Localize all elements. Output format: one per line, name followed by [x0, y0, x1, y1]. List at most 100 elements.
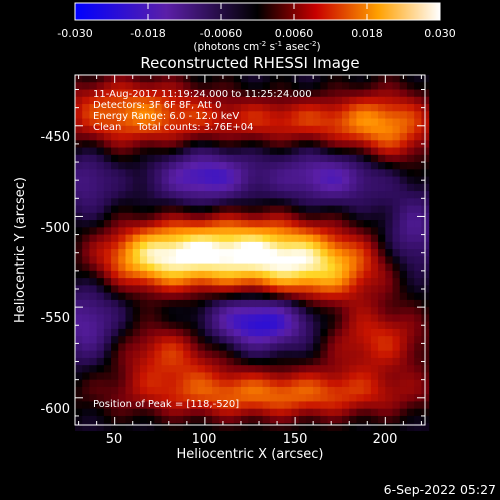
heatmap-cell [284, 154, 293, 163]
heatmap-cell [248, 133, 257, 141]
heatmap-cell [248, 263, 257, 272]
heatmap-cell [226, 401, 235, 410]
heatmap-cell [212, 111, 220, 120]
heatmap-cell [183, 125, 192, 134]
heatmap-cell [313, 408, 321, 417]
heatmap-cell [168, 423, 177, 432]
heatmap-cell [118, 125, 127, 134]
heatmap-cell [240, 285, 249, 294]
heatmap-cell [132, 350, 141, 359]
heatmap-cell [356, 270, 365, 279]
heatmap-cell [168, 314, 177, 323]
heatmap-cell [197, 212, 206, 221]
heatmap-cell [111, 292, 119, 301]
heatmap-cell [132, 154, 141, 163]
heatmap-cell [96, 292, 105, 301]
heatmap-cell [356, 357, 365, 366]
heatmap-cell [255, 365, 264, 374]
heatmap-cell [414, 415, 422, 424]
heatmap-cell [291, 162, 300, 170]
heatmap-cell [414, 314, 422, 323]
heatmap-cell [305, 379, 314, 388]
heatmap-cell [197, 386, 206, 395]
heatmap-cell [176, 125, 184, 134]
heatmap-cell [176, 328, 184, 337]
heatmap-cell [212, 118, 220, 127]
heatmap-cell [298, 176, 307, 185]
heatmap-cell [212, 140, 220, 149]
heatmap-cell [305, 241, 314, 250]
heatmap-cell [327, 278, 336, 286]
heatmap-cell [161, 394, 170, 403]
heatmap-cell [240, 292, 249, 301]
heatmap-cell [414, 154, 422, 163]
heatmap-cell [240, 176, 249, 185]
heatmap-cell [370, 111, 379, 120]
heatmap-cell [204, 176, 213, 185]
heatmap-cell [75, 220, 83, 228]
heatmap-cell [356, 343, 365, 352]
heatmap-cell [147, 408, 155, 417]
heatmap-cell [370, 162, 379, 170]
heatmap-cell [226, 118, 235, 127]
heatmap-cell [334, 212, 343, 221]
heatmap-cell [385, 263, 394, 272]
heatmap-cell [89, 328, 98, 337]
heatmap-cell [284, 205, 293, 214]
heatmap-cell [212, 372, 220, 381]
heatmap-cell [89, 169, 98, 178]
heatmap-cell [356, 75, 365, 83]
heatmap-cell [233, 314, 242, 323]
heatmap-cell [298, 234, 307, 243]
heatmap-cell [356, 191, 365, 199]
heatmap-cell [219, 408, 228, 417]
heatmap-cell [183, 299, 192, 308]
heatmap-cell [103, 321, 112, 330]
heatmap-cell [385, 234, 394, 243]
heatmap-cell [89, 372, 98, 381]
heatmap-cell [406, 234, 415, 243]
heatmap-cell [168, 220, 177, 228]
heatmap-cell [139, 183, 148, 192]
heatmap-cell [183, 96, 192, 105]
heatmap-cell [291, 125, 300, 134]
heatmap-cell [269, 220, 278, 228]
heatmap-cell [255, 408, 264, 417]
heatmap-cell [176, 299, 184, 308]
heatmap-cell [139, 350, 148, 359]
heatmap-cell [197, 96, 206, 105]
heatmap-cell [320, 328, 329, 337]
heatmap-cell [125, 299, 134, 308]
heatmap-cell [89, 321, 98, 330]
heatmap-cell [313, 162, 321, 170]
heatmap-cell [125, 198, 134, 207]
heatmap-cell [168, 299, 177, 308]
heatmap-cell [291, 227, 300, 236]
heatmap-cell [356, 220, 365, 228]
heatmap-cell [240, 278, 249, 286]
heatmap-cell [370, 336, 379, 344]
heatmap-cell [147, 198, 155, 207]
heatmap-cell [204, 386, 213, 395]
heatmap-cell [342, 394, 350, 403]
heatmap-cell [385, 328, 394, 337]
heatmap-cell [414, 249, 422, 257]
heatmap-cell [378, 386, 386, 395]
heatmap-cell [89, 292, 98, 301]
heatmap-cell [190, 350, 199, 359]
heatmap-cell [139, 372, 148, 381]
heatmap-cell [385, 147, 394, 156]
heatmap-cell [82, 408, 91, 417]
heatmap-cell [176, 162, 184, 170]
heatmap-cell [89, 198, 98, 207]
heatmap-cell [183, 343, 192, 352]
heatmap-cell [233, 415, 242, 424]
heatmap-cell [370, 191, 379, 199]
heatmap-cell [298, 82, 307, 91]
heatmap-cell [82, 154, 91, 163]
heatmap-cell [284, 408, 293, 417]
heatmap-cell [168, 111, 177, 120]
heatmap-cell [204, 104, 213, 112]
heatmap-cell [183, 234, 192, 243]
heatmap-cell [118, 386, 127, 395]
